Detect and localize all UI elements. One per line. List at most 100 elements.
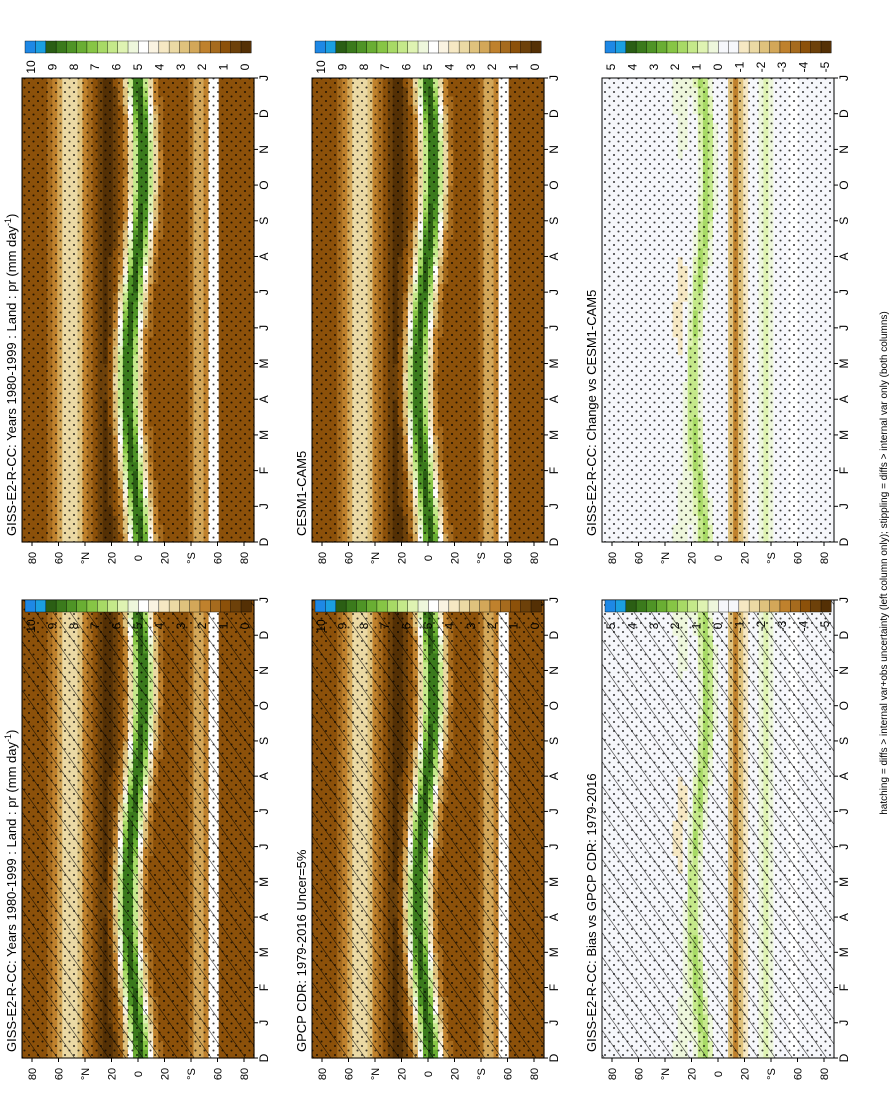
latitude-tick-label: 60: [54, 1068, 66, 1080]
stippling-overlay: [22, 600, 254, 1058]
month-tick-label: A: [257, 913, 271, 921]
colorbar-tick-label: 10: [24, 60, 38, 74]
month-tick-label: J: [257, 325, 271, 331]
colorbar-swatch: [178, 40, 190, 54]
latitude-tick-label: 80: [239, 552, 251, 564]
panel-title: GISS-E2-R-CC: Years 1980-1999 : Land : p…: [3, 214, 19, 536]
colorbar-tick-label: 7: [88, 622, 102, 629]
latitude-tick-label: 60: [213, 552, 225, 564]
colorbar-swatch: [96, 599, 108, 613]
latitude-tick-label: 80: [239, 1068, 251, 1080]
month-tick-label: M: [257, 877, 271, 887]
latitude-tick-label: 60: [54, 552, 66, 564]
colorbar-tick-label: 0: [238, 622, 252, 629]
latitude-tick-label: °S: [186, 1068, 198, 1080]
colorbar-tick-label: 3: [174, 622, 188, 629]
colorbar: 10 9 8 7 6 5 4 3 2 1 0: [24, 40, 252, 74]
colorbar-tick-label: 9: [45, 622, 59, 629]
colorbar-swatch: [65, 599, 77, 613]
colorbar-swatch: [189, 599, 201, 613]
colorbar-tick-label: 2: [195, 622, 209, 629]
month-tick-label: S: [257, 737, 271, 745]
latitude-tick-label: °N: [80, 552, 92, 564]
colorbar-tick-label: 6: [110, 63, 124, 70]
colorbar-swatch: [178, 599, 190, 613]
colorbar-swatch: [117, 599, 129, 613]
colorbar-swatch: [65, 40, 77, 54]
month-tick-label: D: [257, 631, 271, 640]
colorbar-swatch: [240, 599, 252, 613]
month-tick-label: N: [257, 666, 271, 675]
latitude-tick-label: °N: [80, 1068, 92, 1080]
colorbar-swatch: [158, 40, 170, 54]
colorbar: 10 9 8 7 6 5 4 3 2 1 0: [24, 599, 252, 633]
colorbar-tick-label: 1: [217, 622, 231, 629]
colorbar-swatch: [55, 40, 67, 54]
month-tick-label: J: [257, 75, 271, 81]
month-tick-label: D: [257, 537, 271, 546]
colorbar-swatch: [127, 40, 139, 54]
colorbar-tick-label: 3: [174, 63, 188, 70]
month-tick-label: J: [257, 844, 271, 850]
colorbar-swatch: [35, 40, 47, 54]
latitude-tick-label: 80: [27, 552, 39, 564]
latitude-tick-label: 20: [107, 552, 119, 564]
latitude-tick-label: 20: [107, 1068, 119, 1080]
month-tick-label: J: [257, 597, 271, 603]
footnote: hatching = diffs > internal var+obs unce…: [879, 311, 890, 815]
colorbar-swatch: [137, 40, 149, 54]
colorbar-swatch: [209, 40, 221, 54]
colorbar-swatch: [209, 599, 221, 613]
colorbar-tick-label: 2: [195, 63, 209, 70]
colorbar-swatch: [230, 40, 242, 54]
month-tick-label: J: [257, 503, 271, 509]
month-tick-label: O: [257, 180, 271, 189]
colorbar-swatch: [158, 599, 170, 613]
colorbar-swatch: [106, 40, 118, 54]
colorbar-tick-label: 8: [67, 622, 81, 629]
colorbar-swatch: [148, 40, 160, 54]
colorbar-swatch: [127, 599, 139, 613]
colorbar-swatch: [86, 599, 98, 613]
colorbar-swatch: [219, 40, 231, 54]
colorbar-swatch: [76, 40, 88, 54]
latitude-tick-label: 60: [213, 1068, 225, 1080]
month-tick-label: A: [257, 395, 271, 403]
colorbar-tick-label: 7: [88, 63, 102, 70]
month-tick-label: N: [257, 145, 271, 154]
colorbar-swatch: [230, 599, 242, 613]
colorbar-swatch: [199, 40, 211, 54]
colorbar-swatch: [189, 40, 201, 54]
colorbar-tick-label: 10: [24, 619, 38, 633]
colorbar-tick-label: 4: [152, 63, 166, 70]
colorbar-tick-label: 8: [67, 63, 81, 70]
month-tick-label: M: [257, 359, 271, 369]
stippling-overlay: [22, 78, 254, 542]
month-tick-label: J: [257, 808, 271, 814]
month-tick-label: O: [257, 701, 271, 710]
colorbar-swatch: [55, 599, 67, 613]
colorbar-swatch: [117, 40, 129, 54]
latitude-tick-label: 0: [133, 1071, 145, 1077]
colorbar-swatch: [45, 40, 57, 54]
colorbar-tick-label: 5: [131, 63, 145, 70]
month-tick-label: D: [257, 1053, 271, 1062]
colorbar-tick-label: 9: [45, 63, 59, 70]
colorbar-swatch: [106, 599, 118, 613]
month-tick-label: S: [257, 217, 271, 225]
colorbar-swatch: [168, 40, 180, 54]
colorbar-swatch: [219, 599, 231, 613]
latitude-tick-label: 0: [133, 555, 145, 561]
colorbar-tick-label: 1: [217, 63, 231, 70]
colorbar-swatch: [240, 40, 252, 54]
month-tick-label: M: [257, 947, 271, 957]
month-tick-label: A: [257, 252, 271, 260]
month-tick-label: J: [257, 289, 271, 295]
colorbar-swatch: [45, 599, 57, 613]
month-tick-label: A: [257, 772, 271, 780]
latitude-tick-label: 80: [27, 1068, 39, 1080]
